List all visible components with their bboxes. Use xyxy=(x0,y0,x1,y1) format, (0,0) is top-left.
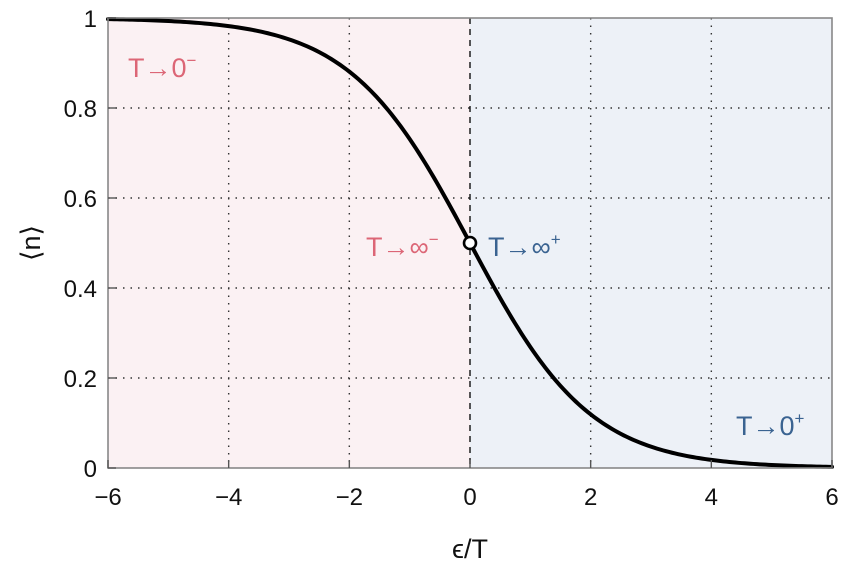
x-tick-label: −6 xyxy=(94,484,121,511)
y-tick-label: 1 xyxy=(84,6,97,33)
x-tick-label: −4 xyxy=(215,484,242,511)
y-tick-label: 0.2 xyxy=(64,366,97,393)
label-T-to-zero-minus: T→0− xyxy=(128,51,197,83)
grid-lines xyxy=(108,18,832,468)
label-base: T→0 xyxy=(128,53,187,83)
x-tick-label: 2 xyxy=(584,484,597,511)
tick-labels: −6 −4 −2 0 2 4 6 0 0.2 0.4 0.6 0.8 1 xyxy=(64,6,839,511)
x-tick-label: 6 xyxy=(825,484,838,511)
x-axis-title: ϵ/T xyxy=(452,534,488,564)
axis-ticks xyxy=(107,17,833,469)
label-T-to-inf-minus: T→∞− xyxy=(366,230,439,262)
label-base: T→∞ xyxy=(366,232,429,262)
midpoint-open-circle xyxy=(462,235,478,251)
y-axis-title: ⟨n⟩ xyxy=(16,225,46,261)
x-tick-label: 4 xyxy=(705,484,718,511)
label-sup: + xyxy=(551,230,561,249)
label-base: T→0 xyxy=(736,411,795,441)
label-sup: − xyxy=(429,230,439,249)
label-base: T→∞ xyxy=(488,232,551,262)
y-tick-label: 0.6 xyxy=(64,186,97,213)
region-negative-temperature xyxy=(108,18,470,468)
x-tick-label: 0 xyxy=(463,484,476,511)
label-T-to-inf-plus: T→∞+ xyxy=(488,230,561,262)
label-T-to-zero-plus: T→0+ xyxy=(736,409,805,441)
x-tick-label: −2 xyxy=(336,484,363,511)
label-sup: + xyxy=(795,409,805,428)
region-positive-temperature xyxy=(470,18,832,468)
y-tick-label: 0.8 xyxy=(64,96,97,123)
label-sup: − xyxy=(187,51,197,70)
y-tick-label: 0 xyxy=(84,456,97,483)
y-tick-label: 0.4 xyxy=(64,276,97,303)
